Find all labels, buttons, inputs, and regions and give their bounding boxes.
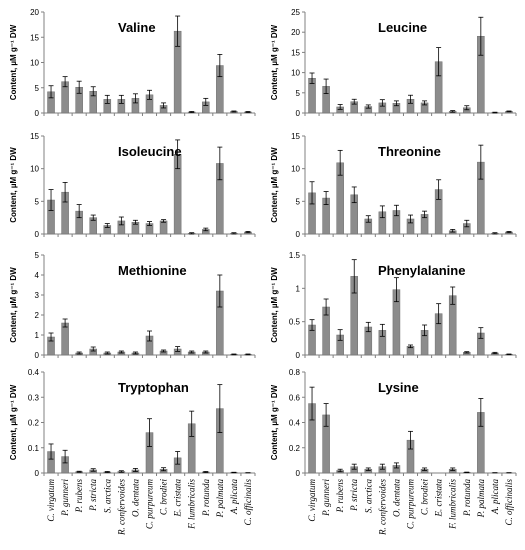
y-tick-label: 1 <box>296 284 301 293</box>
category-label: P. rubens <box>335 479 345 514</box>
panel-title: Isoleucine <box>118 144 182 159</box>
category-label: S. arctica <box>102 479 112 514</box>
y-tick-label: 1.5 <box>289 251 301 260</box>
y-tick-label: 10 <box>30 59 39 68</box>
category-label: R. confervoides <box>377 479 387 536</box>
y-tick-label: 4 <box>35 271 40 280</box>
y-axis-label: Content, µM g⁻¹ DW <box>9 147 18 223</box>
y-tick-label: 0 <box>35 109 40 118</box>
category-label: C. brodiei <box>420 479 430 516</box>
y-tick-label: 5 <box>35 84 40 93</box>
category-label: P. palmata <box>476 479 486 519</box>
category-label: C. virgatum <box>307 479 317 522</box>
y-tick-label: 0.8 <box>289 368 301 377</box>
y-tick-label: 20 <box>291 28 300 37</box>
category-label: P. rotunda <box>462 479 472 518</box>
y-tick-label: 10 <box>291 69 300 78</box>
y-axis-label: Content, µM g⁻¹ DW <box>270 384 279 460</box>
category-label: P. gunneri <box>321 479 331 517</box>
panel-title: Phenylalanine <box>378 263 465 278</box>
y-tick-label: 0 <box>35 230 40 239</box>
category-label: O. dentata <box>391 479 401 517</box>
category-label: C. officinalis <box>243 479 253 526</box>
category-label: P. rubens <box>74 479 84 514</box>
y-tick-label: 15 <box>291 132 300 141</box>
y-tick-label: 10 <box>30 165 39 174</box>
y-tick-label: 15 <box>291 48 300 57</box>
category-label: C. brodiei <box>159 479 169 516</box>
category-label: R. confervoides <box>116 479 126 536</box>
y-tick-label: 0 <box>296 469 301 478</box>
y-tick-label: 0 <box>35 351 40 360</box>
y-tick-label: 0 <box>296 230 301 239</box>
panel-title: Leucine <box>378 20 427 35</box>
y-tick-label: 0.4 <box>28 368 40 377</box>
y-tick-label: 25 <box>291 8 300 17</box>
y-axis-label: Content, µM g⁻¹ DW <box>270 267 279 343</box>
y-tick-label: 0.4 <box>289 419 301 428</box>
panel-title: Threonine <box>378 144 441 159</box>
y-tick-label: 15 <box>30 33 39 42</box>
category-label: E. cristata <box>434 479 444 518</box>
panel-title: Lysine <box>378 380 419 395</box>
category-label: P. stricta <box>349 479 359 512</box>
panel-title: Tryptophan <box>118 380 189 395</box>
y-tick-label: 0.6 <box>289 393 301 402</box>
panel-title: Methionine <box>118 263 187 278</box>
y-axis-label: Content, µM g⁻¹ DW <box>9 24 18 100</box>
y-tick-label: 0.1 <box>28 444 40 453</box>
category-label: P. stricta <box>88 479 98 512</box>
bar <box>61 322 69 356</box>
category-label: P. palmata <box>215 479 225 519</box>
bar <box>159 220 168 235</box>
category-label: A. plicata <box>229 479 239 515</box>
y-tick-label: 5 <box>35 197 40 206</box>
y-tick-label: 0 <box>296 351 301 360</box>
y-tick-label: 5 <box>296 89 301 98</box>
y-tick-label: 0.2 <box>289 444 301 453</box>
y-tick-label: 20 <box>30 8 39 17</box>
y-tick-label: 5 <box>296 197 301 206</box>
y-tick-label: 0 <box>35 469 40 478</box>
category-label: C. officinalis <box>504 479 514 526</box>
y-axis-label: Content, µM g⁻¹ DW <box>9 384 18 460</box>
category-label: O. dentata <box>130 479 140 517</box>
category-label: A. plicata <box>490 479 500 515</box>
category-label: P. rotunda <box>201 479 211 518</box>
category-label: C. purpureum <box>406 479 416 530</box>
y-tick-label: 0.3 <box>28 393 40 402</box>
y-axis-label: Content, µM g⁻¹ DW <box>270 147 279 223</box>
y-tick-label: 0.2 <box>28 419 40 428</box>
y-tick-label: 5 <box>35 251 40 260</box>
y-tick-label: 15 <box>30 132 39 141</box>
y-axis-label: Content, µM g⁻¹ DW <box>270 24 279 100</box>
y-tick-label: 0 <box>296 109 301 118</box>
y-tick-label: 0.5 <box>289 318 301 327</box>
category-label: S. arctica <box>363 479 373 514</box>
y-tick-label: 1 <box>35 331 40 340</box>
category-label: C. purpureum <box>145 479 155 530</box>
category-label: P. gunneri <box>60 479 70 517</box>
y-axis-label: Content, µM g⁻¹ DW <box>9 267 18 343</box>
y-tick-label: 3 <box>35 291 40 300</box>
category-label: F. lumbricalis <box>448 479 458 530</box>
y-tick-label: 2 <box>35 311 40 320</box>
y-tick-label: 10 <box>291 165 300 174</box>
panel-title: Valine <box>118 20 156 35</box>
category-label: C. virgatum <box>46 479 56 522</box>
category-label: F. lumbricalis <box>187 479 197 530</box>
category-label: E. cristata <box>173 479 183 518</box>
